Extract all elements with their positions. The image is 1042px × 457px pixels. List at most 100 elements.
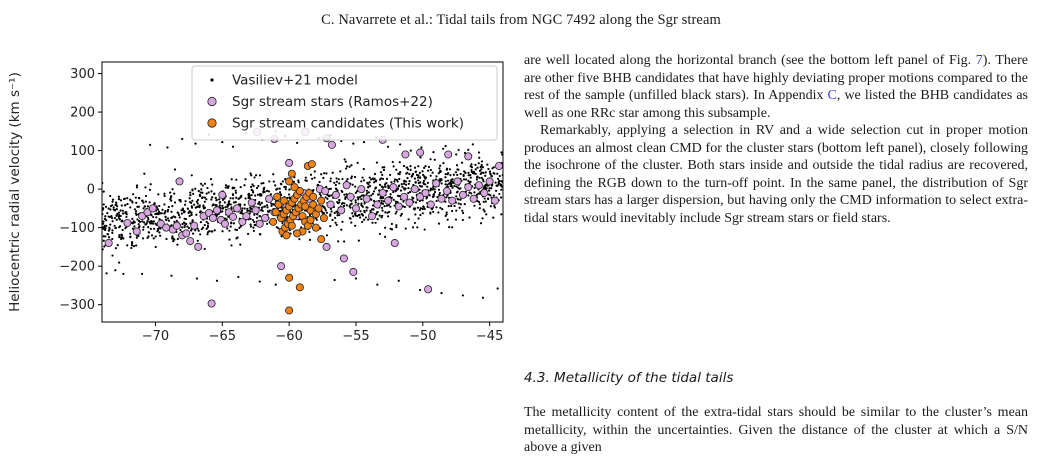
- model-point: [409, 149, 412, 152]
- model-point: [435, 175, 438, 178]
- model-point: [379, 171, 383, 174]
- model-point: [259, 233, 262, 236]
- model-point: [163, 194, 166, 198]
- model-point: [181, 207, 184, 210]
- model-point: [156, 212, 159, 215]
- model-point: [231, 197, 235, 200]
- model-point: [395, 210, 398, 213]
- model-point: [153, 202, 156, 205]
- model-point: [438, 178, 441, 181]
- model-point: [413, 177, 417, 180]
- model-point: [135, 184, 139, 187]
- model-point: [441, 208, 444, 211]
- model-point: [385, 177, 389, 180]
- model-point: [440, 182, 443, 185]
- figure-link[interactable]: 7: [975, 53, 983, 68]
- model-point: [357, 202, 360, 205]
- model-point: [176, 211, 179, 214]
- model-point: [386, 211, 389, 214]
- model-point: [137, 234, 140, 238]
- model-point: [468, 191, 471, 194]
- model-point: [418, 208, 422, 211]
- model-point: [404, 227, 407, 230]
- model-point: [234, 191, 238, 194]
- model-point: [371, 221, 374, 224]
- model-point: [423, 166, 426, 169]
- model-point: [201, 226, 205, 229]
- candidate-point: [301, 202, 310, 211]
- model-point: [457, 168, 460, 171]
- model-point: [352, 215, 355, 218]
- model-point: [461, 218, 464, 222]
- model-point: [431, 195, 434, 199]
- model-point: [344, 196, 347, 199]
- model-point: [453, 184, 456, 188]
- model-point: [416, 226, 419, 229]
- model-point: [477, 151, 481, 154]
- model-point: [482, 200, 485, 204]
- model-point: [422, 206, 425, 209]
- model-point: [419, 156, 422, 159]
- model-point: [354, 201, 357, 204]
- model-point: [384, 185, 387, 188]
- model-point: [480, 176, 483, 179]
- legend-label: Vasiliev+21 model: [232, 73, 358, 89]
- model-point: [116, 212, 119, 216]
- model-point: [176, 237, 179, 241]
- model-point: [361, 176, 364, 179]
- model-point: [126, 197, 129, 200]
- model-point: [389, 227, 392, 230]
- model-point: [341, 177, 344, 181]
- model-point: [114, 203, 117, 207]
- model-point: [380, 206, 384, 210]
- model-point: [249, 185, 253, 188]
- ramos-point: [416, 192, 425, 201]
- model-point: [420, 185, 424, 188]
- model-point: [333, 211, 336, 215]
- model-point: [392, 165, 395, 168]
- model-point: [199, 194, 202, 197]
- model-point: [428, 194, 431, 197]
- model-point: [448, 182, 451, 185]
- model-point: [313, 170, 316, 173]
- model-point: [377, 193, 380, 196]
- model-point: [198, 204, 201, 207]
- model-point: [152, 215, 155, 219]
- model-point: [167, 205, 170, 209]
- model-point: [154, 245, 157, 249]
- model-point: [240, 209, 244, 212]
- model-point: [203, 247, 206, 251]
- model-point: [408, 172, 411, 176]
- model-point: [350, 177, 353, 180]
- model-point: [435, 206, 438, 209]
- model-point: [359, 195, 362, 198]
- model-point: [229, 197, 232, 200]
- ramos-point: [368, 212, 377, 221]
- model-point: [171, 204, 174, 208]
- model-point: [391, 160, 394, 164]
- model-point: [154, 235, 157, 238]
- model-point: [252, 226, 255, 229]
- model-point: [177, 213, 181, 217]
- model-point: [464, 178, 468, 181]
- model-point: [388, 173, 392, 176]
- model-point: [156, 230, 159, 233]
- model-point: [374, 179, 377, 182]
- model-point: [147, 235, 150, 238]
- model-point: [131, 217, 134, 221]
- model-point: [203, 223, 206, 227]
- candidate-point: [306, 215, 315, 224]
- model-point: [424, 164, 427, 168]
- candidate-point: [311, 223, 320, 232]
- model-point: [494, 181, 497, 184]
- model-point: [444, 214, 447, 218]
- model-point: [120, 233, 123, 236]
- model-point: [362, 179, 366, 182]
- model-point: [239, 196, 242, 199]
- model-point: [104, 235, 107, 238]
- model-point: [191, 232, 195, 235]
- model-point: [250, 193, 253, 197]
- model-point: [147, 226, 150, 229]
- appendix-link[interactable]: C: [827, 88, 837, 103]
- model-point: [152, 220, 156, 223]
